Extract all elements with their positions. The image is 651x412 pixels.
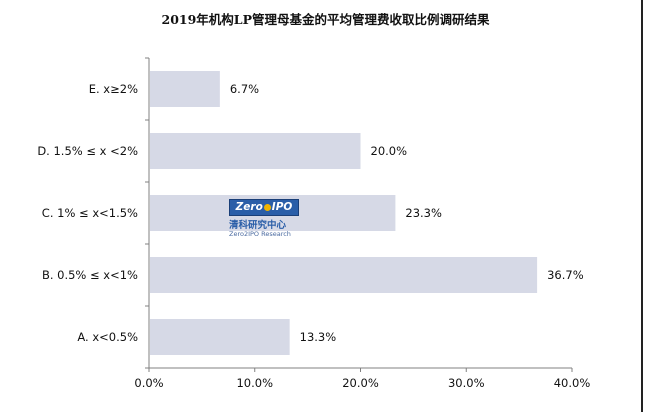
x-tick-label-2: 20.0% bbox=[342, 376, 379, 390]
zero2ipo-watermark-logo: Zero IPO 清科研究中心 Zero2IPO Research bbox=[229, 199, 309, 243]
category-label-4: A. x<0.5% bbox=[77, 330, 138, 344]
x-tick-label-1: 10.0% bbox=[236, 376, 273, 390]
page-edge-rule bbox=[641, 0, 643, 412]
bar-3 bbox=[150, 257, 538, 293]
watermark-english-text: Zero2IPO Research bbox=[229, 230, 291, 238]
category-label-1: D. 1.5% ≤ x <2% bbox=[37, 144, 138, 158]
watermark-chinese-text: 清科研究中心 bbox=[229, 220, 287, 231]
bar-4 bbox=[150, 319, 290, 355]
x-tick-label-3: 30.0% bbox=[448, 376, 485, 390]
chart-title: 2019年机构LP管理母基金的平均管理费收取比例调研结果 bbox=[161, 12, 490, 27]
category-label-3: B. 0.5% ≤ x<1% bbox=[42, 268, 138, 282]
category-label-0: E. x≥2% bbox=[89, 82, 138, 96]
data-label-2: 23.3% bbox=[405, 206, 442, 220]
watermark-dot-icon bbox=[263, 203, 271, 211]
bar-1 bbox=[150, 133, 361, 169]
x-tick-label-4: 40.0% bbox=[554, 376, 591, 390]
bar-0 bbox=[150, 71, 220, 107]
category-label-2: C. 1% ≤ x<1.5% bbox=[42, 206, 138, 220]
data-label-4: 13.3% bbox=[300, 330, 337, 344]
x-tick-label-0: 0.0% bbox=[134, 376, 163, 390]
data-label-0: 6.7% bbox=[230, 82, 259, 96]
data-label-1: 20.0% bbox=[371, 144, 408, 158]
data-label-3: 36.7% bbox=[547, 268, 584, 282]
watermark-badge: Zero IPO bbox=[229, 199, 299, 216]
